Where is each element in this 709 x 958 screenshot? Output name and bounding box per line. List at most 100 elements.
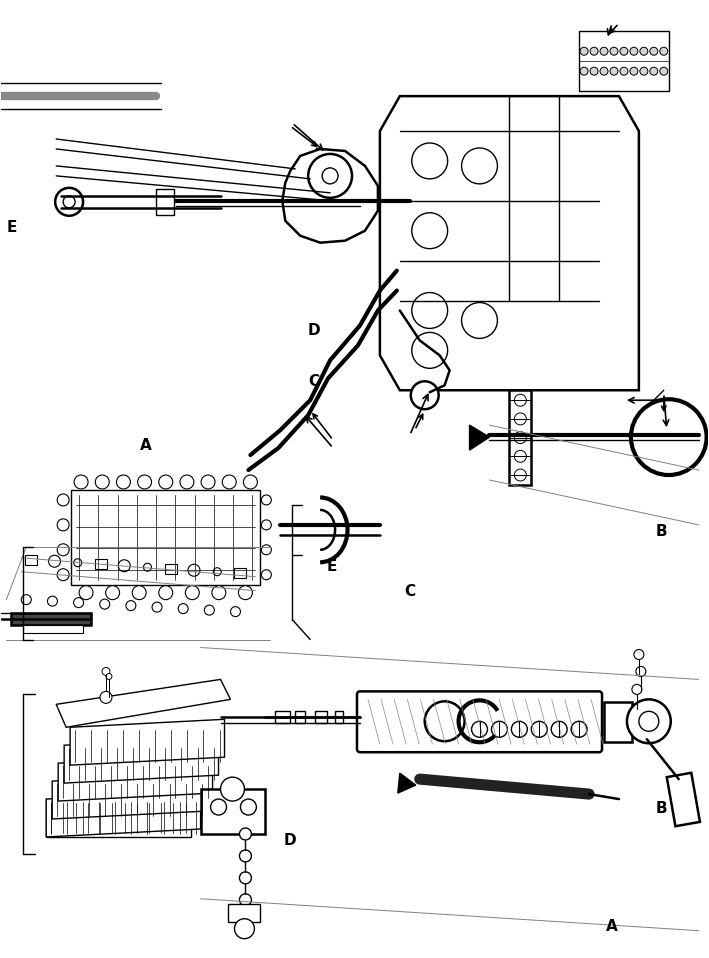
Circle shape	[600, 67, 608, 75]
Circle shape	[650, 47, 658, 56]
FancyBboxPatch shape	[357, 692, 602, 752]
Circle shape	[180, 475, 194, 489]
Circle shape	[152, 603, 162, 612]
Circle shape	[462, 303, 498, 338]
Circle shape	[551, 721, 567, 738]
Circle shape	[600, 47, 608, 56]
Polygon shape	[282, 148, 378, 242]
Circle shape	[620, 47, 628, 56]
Circle shape	[590, 67, 598, 75]
Circle shape	[514, 432, 526, 444]
Circle shape	[143, 563, 152, 571]
Circle shape	[514, 413, 526, 425]
Circle shape	[471, 721, 488, 738]
Circle shape	[580, 67, 588, 75]
Circle shape	[610, 67, 618, 75]
Text: A: A	[140, 438, 152, 453]
Polygon shape	[398, 773, 415, 793]
Text: A: A	[606, 919, 618, 933]
Bar	[666, 773, 700, 826]
Text: E: E	[7, 220, 17, 236]
Circle shape	[262, 495, 272, 505]
Circle shape	[425, 701, 464, 741]
Circle shape	[630, 67, 638, 75]
Circle shape	[514, 450, 526, 463]
Polygon shape	[380, 96, 639, 390]
Circle shape	[660, 47, 668, 56]
Bar	[71, 490, 260, 584]
Polygon shape	[58, 755, 213, 801]
Circle shape	[238, 585, 252, 600]
Circle shape	[240, 850, 252, 862]
Bar	[11, 612, 91, 625]
Bar	[579, 32, 669, 91]
Circle shape	[243, 475, 257, 489]
Circle shape	[240, 872, 252, 884]
Circle shape	[630, 47, 638, 56]
Circle shape	[632, 684, 642, 695]
Circle shape	[188, 564, 200, 576]
Circle shape	[201, 475, 215, 489]
Circle shape	[308, 154, 352, 197]
Circle shape	[627, 699, 671, 743]
Circle shape	[660, 67, 668, 75]
Circle shape	[106, 673, 112, 679]
Circle shape	[57, 494, 69, 506]
Bar	[95, 559, 107, 569]
Bar	[156, 189, 174, 215]
Circle shape	[222, 475, 236, 489]
Bar	[228, 903, 260, 922]
Circle shape	[21, 595, 31, 604]
Bar	[23, 625, 83, 632]
Circle shape	[116, 475, 130, 489]
Circle shape	[102, 668, 110, 675]
Circle shape	[212, 585, 226, 600]
Circle shape	[514, 395, 526, 406]
Circle shape	[580, 47, 588, 56]
Circle shape	[132, 585, 146, 600]
Circle shape	[48, 596, 57, 606]
Circle shape	[412, 292, 447, 329]
Circle shape	[57, 569, 69, 581]
Bar	[164, 563, 177, 574]
Bar	[335, 712, 343, 723]
Circle shape	[412, 143, 447, 179]
Circle shape	[159, 475, 173, 489]
Polygon shape	[64, 738, 218, 783]
Bar	[235, 568, 247, 579]
Circle shape	[230, 606, 240, 617]
Circle shape	[240, 894, 252, 905]
Circle shape	[79, 585, 93, 600]
Circle shape	[412, 332, 447, 368]
Bar	[604, 702, 632, 742]
Circle shape	[322, 168, 338, 184]
Circle shape	[48, 556, 60, 567]
Text: C: C	[308, 374, 319, 389]
Circle shape	[178, 604, 188, 614]
Circle shape	[213, 568, 221, 576]
Circle shape	[514, 469, 526, 481]
Circle shape	[491, 721, 508, 738]
Circle shape	[95, 475, 109, 489]
Text: D: D	[283, 833, 296, 848]
Circle shape	[639, 712, 659, 731]
Circle shape	[55, 188, 83, 216]
Circle shape	[634, 650, 644, 659]
Bar	[509, 390, 531, 485]
Circle shape	[126, 601, 136, 610]
Text: D: D	[307, 324, 320, 338]
Circle shape	[240, 799, 257, 815]
Polygon shape	[70, 719, 225, 765]
Text: B: B	[656, 524, 667, 539]
Circle shape	[74, 598, 84, 607]
Circle shape	[511, 721, 527, 738]
Circle shape	[74, 559, 82, 567]
Circle shape	[211, 799, 226, 815]
Circle shape	[57, 544, 69, 556]
Polygon shape	[56, 679, 230, 727]
Circle shape	[220, 777, 245, 801]
Circle shape	[590, 47, 598, 56]
Circle shape	[185, 585, 199, 600]
Polygon shape	[469, 425, 489, 450]
Circle shape	[235, 919, 255, 939]
